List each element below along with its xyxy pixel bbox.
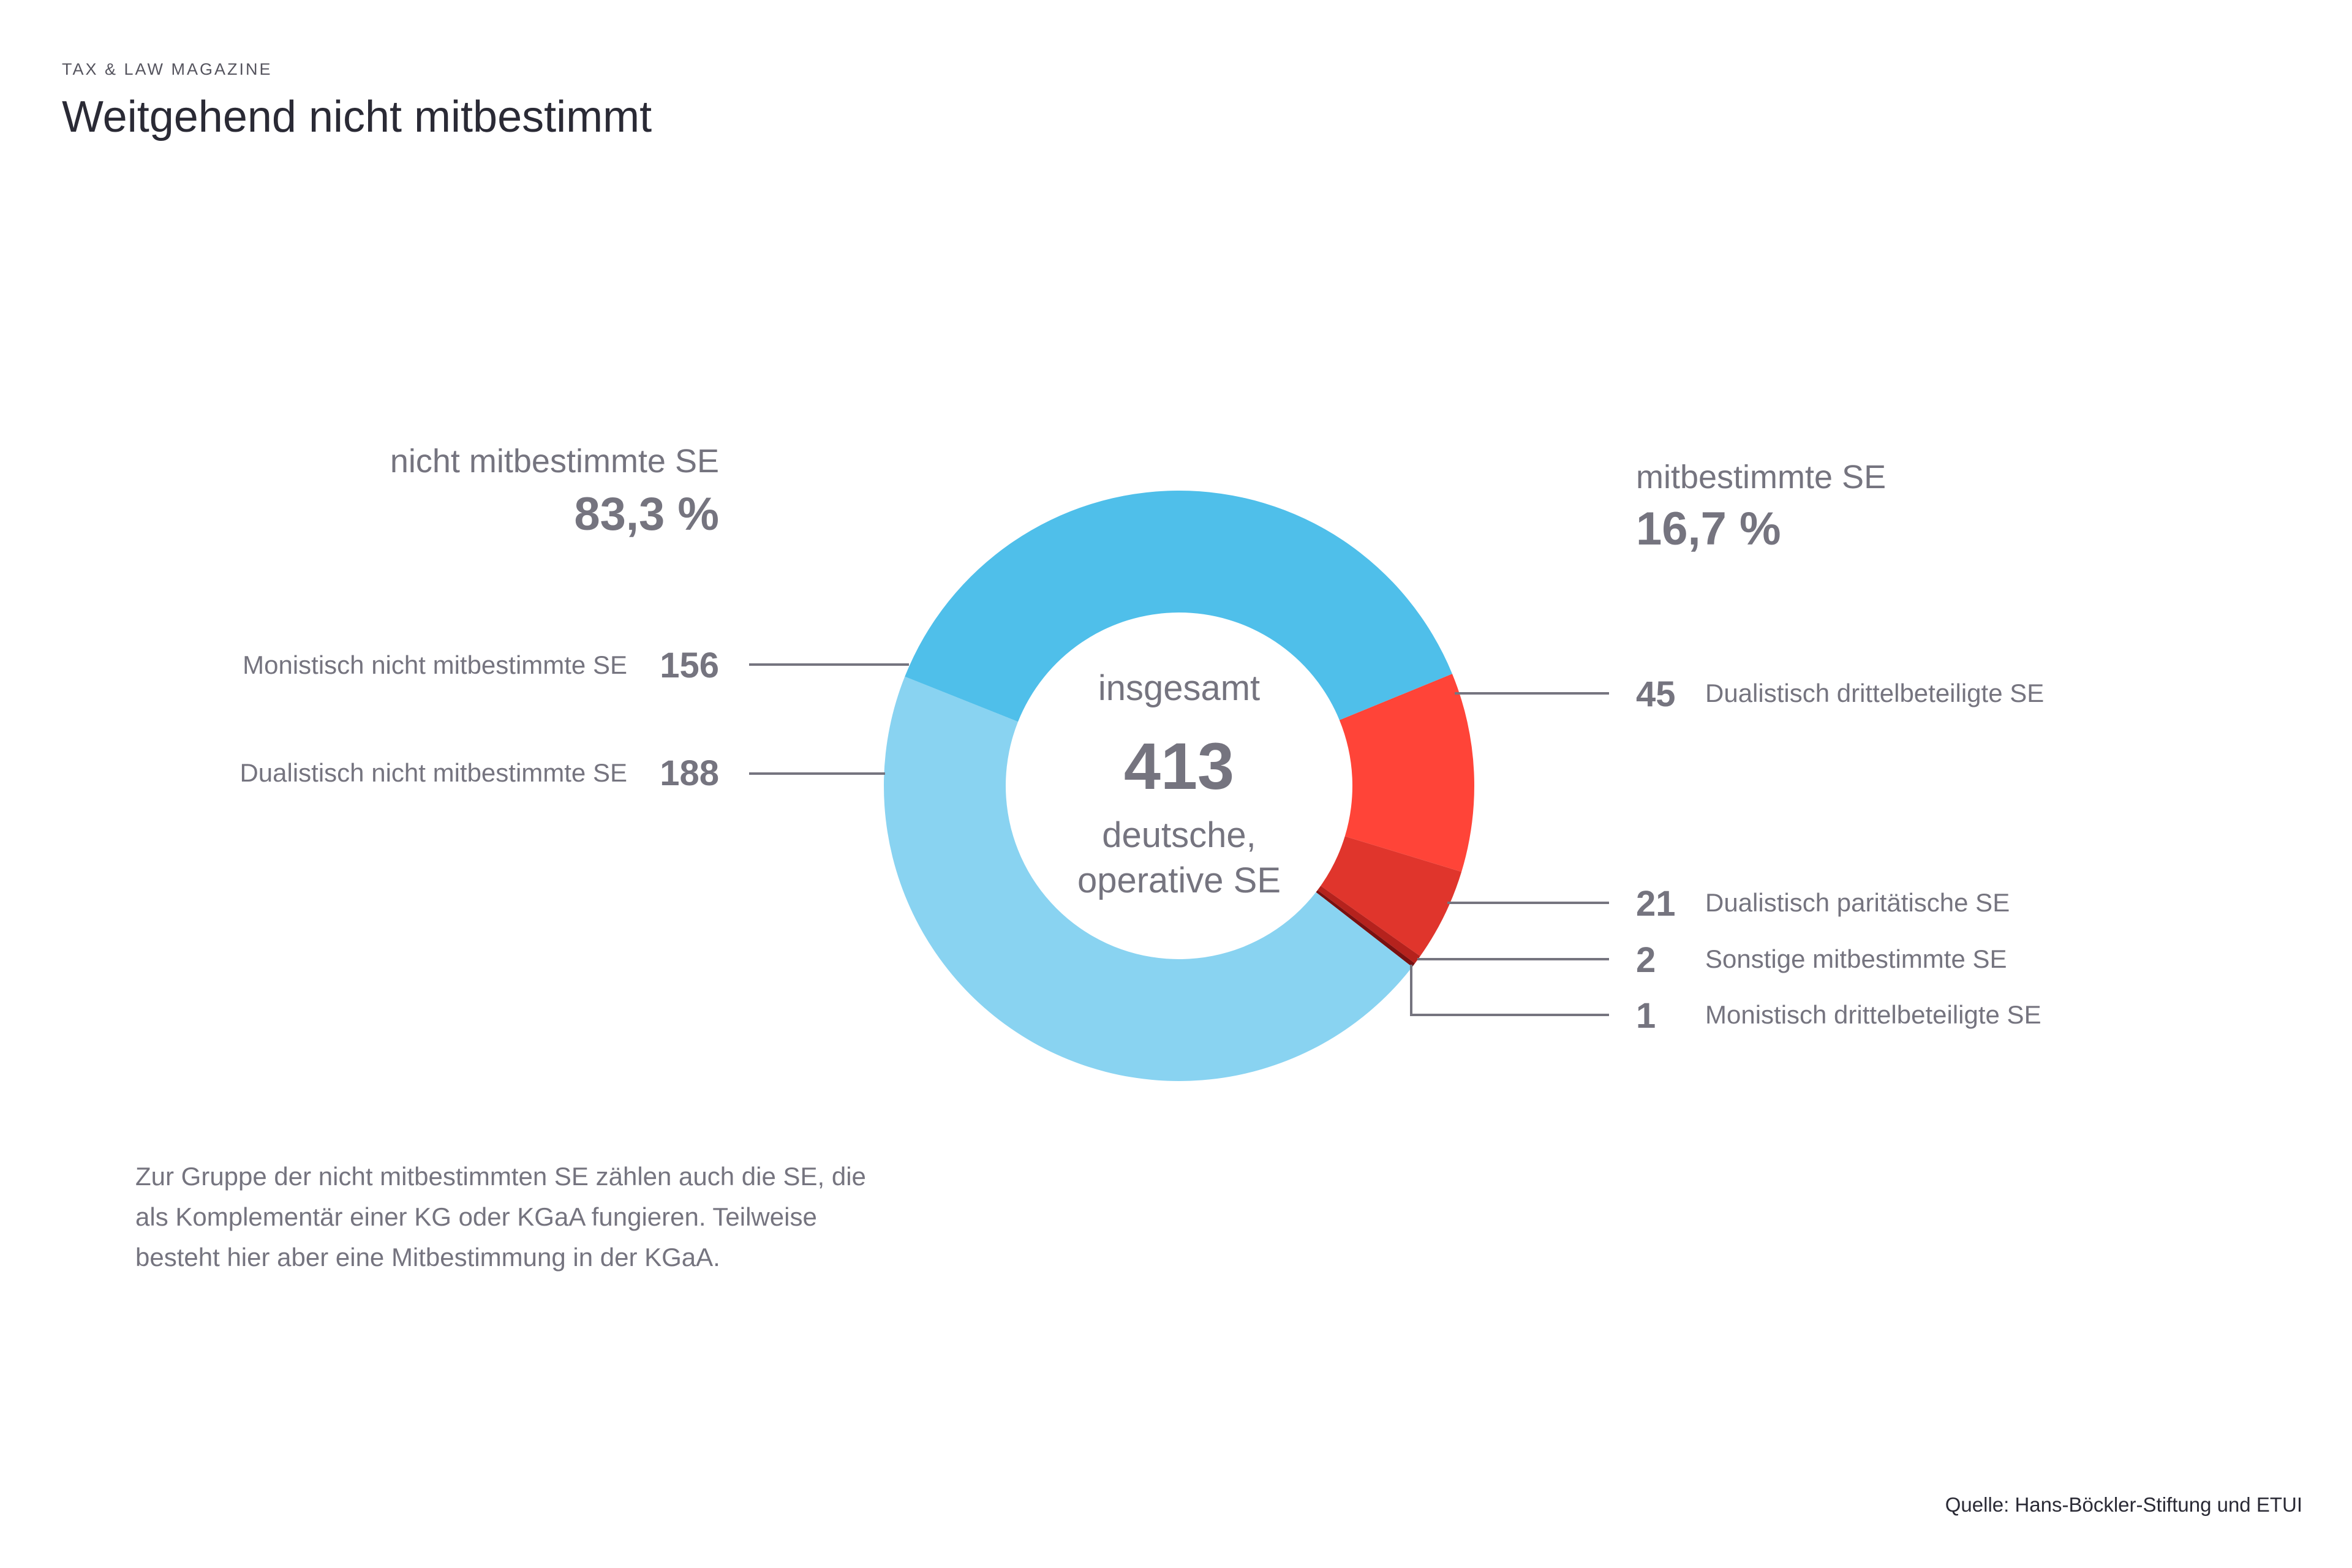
donut-slice bbox=[1317, 886, 1420, 963]
slice-value: 45 bbox=[1636, 674, 1676, 714]
center-label-line1: deutsche, bbox=[1102, 815, 1256, 855]
slice-value: 1 bbox=[1636, 996, 1656, 1036]
slice-value: 156 bbox=[660, 646, 719, 685]
page-title: Weitgehend nicht mitbestimmt bbox=[62, 92, 652, 141]
magazine-kicker: TAX & LAW MAGAZINE bbox=[62, 60, 273, 78]
slice-value: 21 bbox=[1636, 884, 1676, 924]
slice-label: Monistisch nicht mitbestimmte SE bbox=[243, 650, 627, 679]
donut-slice bbox=[1316, 890, 1415, 967]
group-label-not-codetermined: nicht mitbestimmte SE bbox=[390, 443, 719, 480]
slice-label: Sonstige mitbestimmte SE bbox=[1705, 944, 2007, 973]
slice-value: 2 bbox=[1636, 940, 1656, 980]
donut-slice bbox=[884, 676, 1412, 1081]
center-label-line2: operative SE bbox=[1077, 861, 1281, 900]
slice-label: Dualistisch drittelbeteiligte SE bbox=[1705, 679, 2045, 707]
leader-line bbox=[1410, 965, 1609, 1016]
donut-slice bbox=[1339, 674, 1474, 872]
source-note: Quelle: Hans-Böckler-Stiftung und ETUI bbox=[1945, 1493, 2302, 1516]
group-percent-codetermined: 16,7 % bbox=[1636, 503, 1781, 555]
group-label-codetermined: mitbestimmte SE bbox=[1636, 459, 1887, 496]
slice-label: Dualistisch paritätische SE bbox=[1705, 888, 2010, 917]
group-percent-not-codetermined: 83,3 % bbox=[574, 488, 719, 540]
donut-slice bbox=[905, 490, 1452, 722]
slice-label: Dualistisch nicht mitbestimmte SE bbox=[239, 758, 627, 787]
center-total: 413 bbox=[1123, 729, 1235, 803]
slice-label: Monistisch drittelbeteiligte SE bbox=[1705, 1000, 2041, 1029]
slice-value: 188 bbox=[660, 753, 719, 793]
donut-slice bbox=[1321, 836, 1462, 957]
center-label-top: insgesamt bbox=[1098, 668, 1261, 708]
footnote: Zur Gruppe der nicht mitbestimmten SE zä… bbox=[135, 1162, 866, 1272]
